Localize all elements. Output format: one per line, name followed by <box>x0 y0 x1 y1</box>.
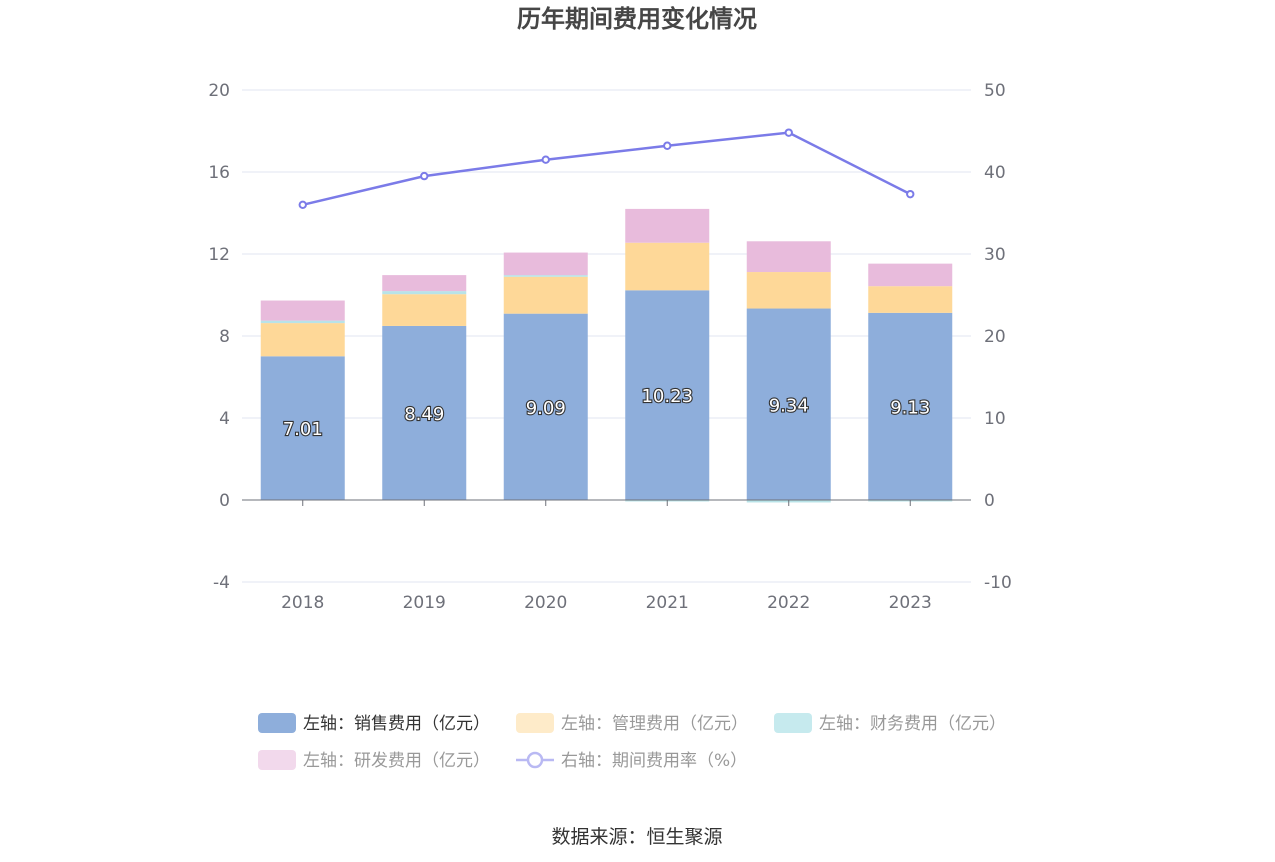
bar-1-2018 <box>260 356 345 500</box>
bar-1-2020 <box>503 313 588 500</box>
bar-1-2023 <box>868 312 953 500</box>
expense-rate-point <box>784 128 793 137</box>
x-tick-label: 2018 <box>281 593 324 613</box>
expense-rate-point <box>906 189 915 199</box>
y-left-tick-label: -4 <box>213 573 230 593</box>
y-left-tick-label: 4 <box>219 409 230 429</box>
bar-1-2022 <box>746 308 831 500</box>
expense-rate-point <box>663 141 672 150</box>
legend-item[interactable]: 左轴：研发费用（亿元） <box>258 750 490 771</box>
legend-swatch <box>774 713 812 733</box>
source-note: 数据来源：恒生聚源 <box>551 826 722 848</box>
y-right-tick-label: 10 <box>984 409 1006 429</box>
line-layer <box>298 128 915 210</box>
bar-data-label: 9.34 <box>769 395 809 416</box>
x-tick-label: 2022 <box>767 593 810 613</box>
expense-rate-point <box>298 200 307 210</box>
y-left-tick-label: 0 <box>219 491 230 511</box>
legend-item[interactable]: 右轴：期间费用率（%） <box>516 751 747 771</box>
bar-4-2019 <box>382 275 467 292</box>
bar-3-2020 <box>503 275 588 277</box>
legend[interactable]: 左轴：销售费用（亿元） 左轴：管理费用（亿元） 左轴：财务费用（亿元） 左轴：研发费用… <box>258 713 1006 771</box>
expense-rate-point <box>541 155 550 164</box>
bar-2-2018 <box>260 323 345 357</box>
legend-label: 左轴：销售费用（亿元） <box>303 714 490 734</box>
y-left-tick-label: 12 <box>208 245 230 265</box>
legend-label: 右轴：期间费用率（%） <box>561 751 747 771</box>
expense-rate-point <box>420 171 429 181</box>
bar-data-label: 9.09 <box>526 398 566 419</box>
grid-layer <box>242 89 971 583</box>
legend-item[interactable]: 左轴：财务费用（亿元） <box>774 713 1006 734</box>
expense-rate-line <box>302 131 911 207</box>
y-right-tick-label: 0 <box>984 491 995 511</box>
legend-label: 左轴：研发费用（亿元） <box>303 751 490 771</box>
y-right-tick-label: 30 <box>984 245 1006 265</box>
x-tick-label: 2021 <box>646 593 689 613</box>
bar-1-2021 <box>625 290 710 500</box>
legend-item[interactable]: 左轴：管理费用（亿元） <box>516 713 748 734</box>
legend-swatch <box>516 713 554 733</box>
bar-2-2019 <box>382 294 467 326</box>
bar-4-2021 <box>625 208 710 243</box>
y-right-tick-label: 50 <box>984 81 1006 101</box>
legend-marker <box>526 751 544 769</box>
bar-data-label: 10.23 <box>641 386 693 407</box>
y-left-tick-label: 20 <box>208 81 230 101</box>
bar-data-label: 8.49 <box>404 404 444 425</box>
bar-3-2019 <box>382 291 467 295</box>
y-right-tick-label: 20 <box>984 327 1006 347</box>
legend-swatch <box>258 713 296 733</box>
legend-label: 左轴：财务费用（亿元） <box>819 714 1006 734</box>
bar-data-label: 9.13 <box>890 397 930 418</box>
y-left-tick-label: 8 <box>219 327 230 347</box>
bar-4-2022 <box>746 241 831 273</box>
bar-2-2023 <box>868 286 953 313</box>
x-tick-label: 2020 <box>524 593 567 613</box>
chart-title: 历年期间费用变化情况 <box>517 5 757 33</box>
y-left-tick-label: 16 <box>208 163 230 183</box>
x-tick-label: 2019 <box>403 593 446 613</box>
bar-2-2020 <box>503 276 588 314</box>
bar-4-2018 <box>260 300 345 321</box>
bar-data-label: 7.01 <box>283 419 323 440</box>
legend-item[interactable]: 左轴：销售费用（亿元） <box>258 713 490 734</box>
legend-label: 左轴：管理费用（亿元） <box>561 714 748 734</box>
bar-layer <box>260 208 953 503</box>
bar-2-2021 <box>625 242 710 291</box>
bar-2-2022 <box>746 272 831 309</box>
bar-3-2018 <box>260 320 345 324</box>
bar-1-2019 <box>382 325 467 500</box>
y-right-tick-label: 40 <box>984 163 1006 183</box>
y-right-tick-label: -10 <box>984 573 1012 593</box>
bar-4-2020 <box>503 252 588 276</box>
bar-4-2023 <box>868 263 953 287</box>
label-layer: 7.01 8.49 9.09 10.23 9.34 9.13 <box>282 385 932 441</box>
x-tick-label: 2023 <box>889 593 932 613</box>
legend-swatch <box>258 750 296 770</box>
